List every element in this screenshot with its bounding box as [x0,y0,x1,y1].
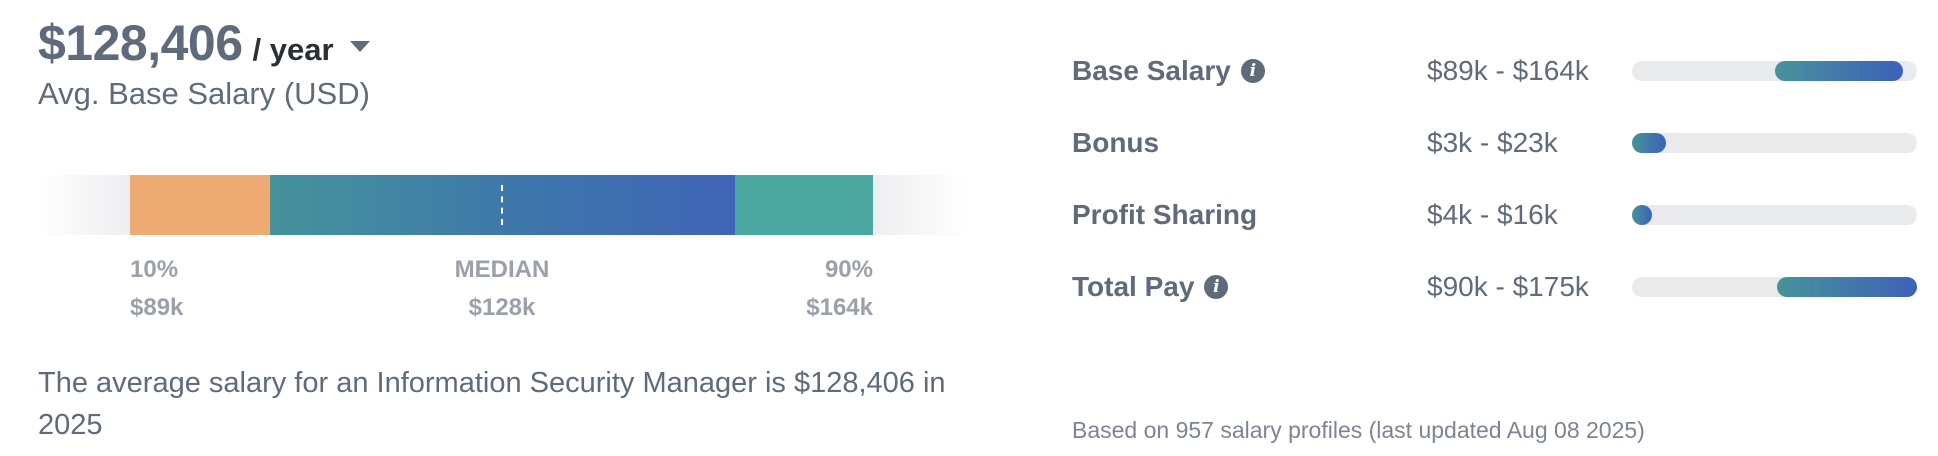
average-salary-amount: $128,406 [38,15,243,71]
salary-headline: $128,406 / year [38,14,968,72]
range-segment-low [130,175,270,235]
range-bar-fade-left [38,175,130,235]
comp-fill [1632,133,1667,153]
data-footnote: Based on 957 salary profiles (last updat… [1072,417,1645,443]
comp-fill [1777,277,1917,297]
percentile-10-label: 10% [130,256,179,283]
comp-row-profit-sharing: Profit Sharing $4k - $16k [1072,190,1922,240]
comp-label: Total Pay i [1072,271,1427,303]
chevron-down-icon [349,40,370,52]
comp-row-total-pay: Total Pay i $90k - $175k [1072,262,1922,312]
comp-label-text: Total Pay [1072,271,1195,302]
comp-track [1632,61,1917,81]
salary-summary-text: The average salary for an Information Se… [38,367,946,441]
salary-subtitle: Avg. Base Salary (USD) [38,76,370,111]
comp-range: $4k - $16k [1427,199,1558,230]
percentile-90-value: $164k [806,294,873,321]
percentile-90: 90% $164k [793,251,873,327]
comp-track [1632,205,1917,225]
median-marker [501,185,503,225]
range-segment-high [735,175,873,235]
median-label: MEDIAN [454,256,550,283]
percentile-10: 10% $89k [130,251,183,327]
comp-label-text: Bonus [1072,127,1160,158]
period-dropdown[interactable]: / year [253,32,370,68]
comp-label: Base Salary i [1072,55,1427,87]
percentile-median: MEDIAN $128k [438,251,566,327]
comp-label: Bonus [1072,127,1427,159]
comp-range: $3k - $23k [1427,127,1558,158]
comp-row-bonus: Bonus $3k - $23k [1072,118,1922,168]
info-icon[interactable]: i [1204,275,1229,299]
salary-range-bar [38,175,968,235]
percentile-90-label: 90% [824,256,873,283]
period-label: / year [252,32,334,67]
info-icon[interactable]: i [1240,59,1265,83]
comp-track [1632,133,1917,153]
comp-row-base-salary: Base Salary i $89k - $164k [1072,46,1922,96]
percentile-10-value: $89k [130,294,184,321]
median-value: $128k [468,294,536,321]
salary-overview: $128,406 / year Avg. Base Salary (USD) 1… [38,14,968,441]
comp-fill [1632,205,1652,225]
comp-track [1632,277,1917,297]
comp-fill [1774,61,1903,81]
comp-label: Profit Sharing [1072,199,1427,231]
range-bar-fade-right [873,175,968,235]
comp-label-text: Base Salary [1072,55,1231,86]
comp-range: $90k - $175k [1427,271,1589,302]
comp-range: $89k - $164k [1427,55,1589,86]
comp-label-text: Profit Sharing [1072,199,1258,230]
